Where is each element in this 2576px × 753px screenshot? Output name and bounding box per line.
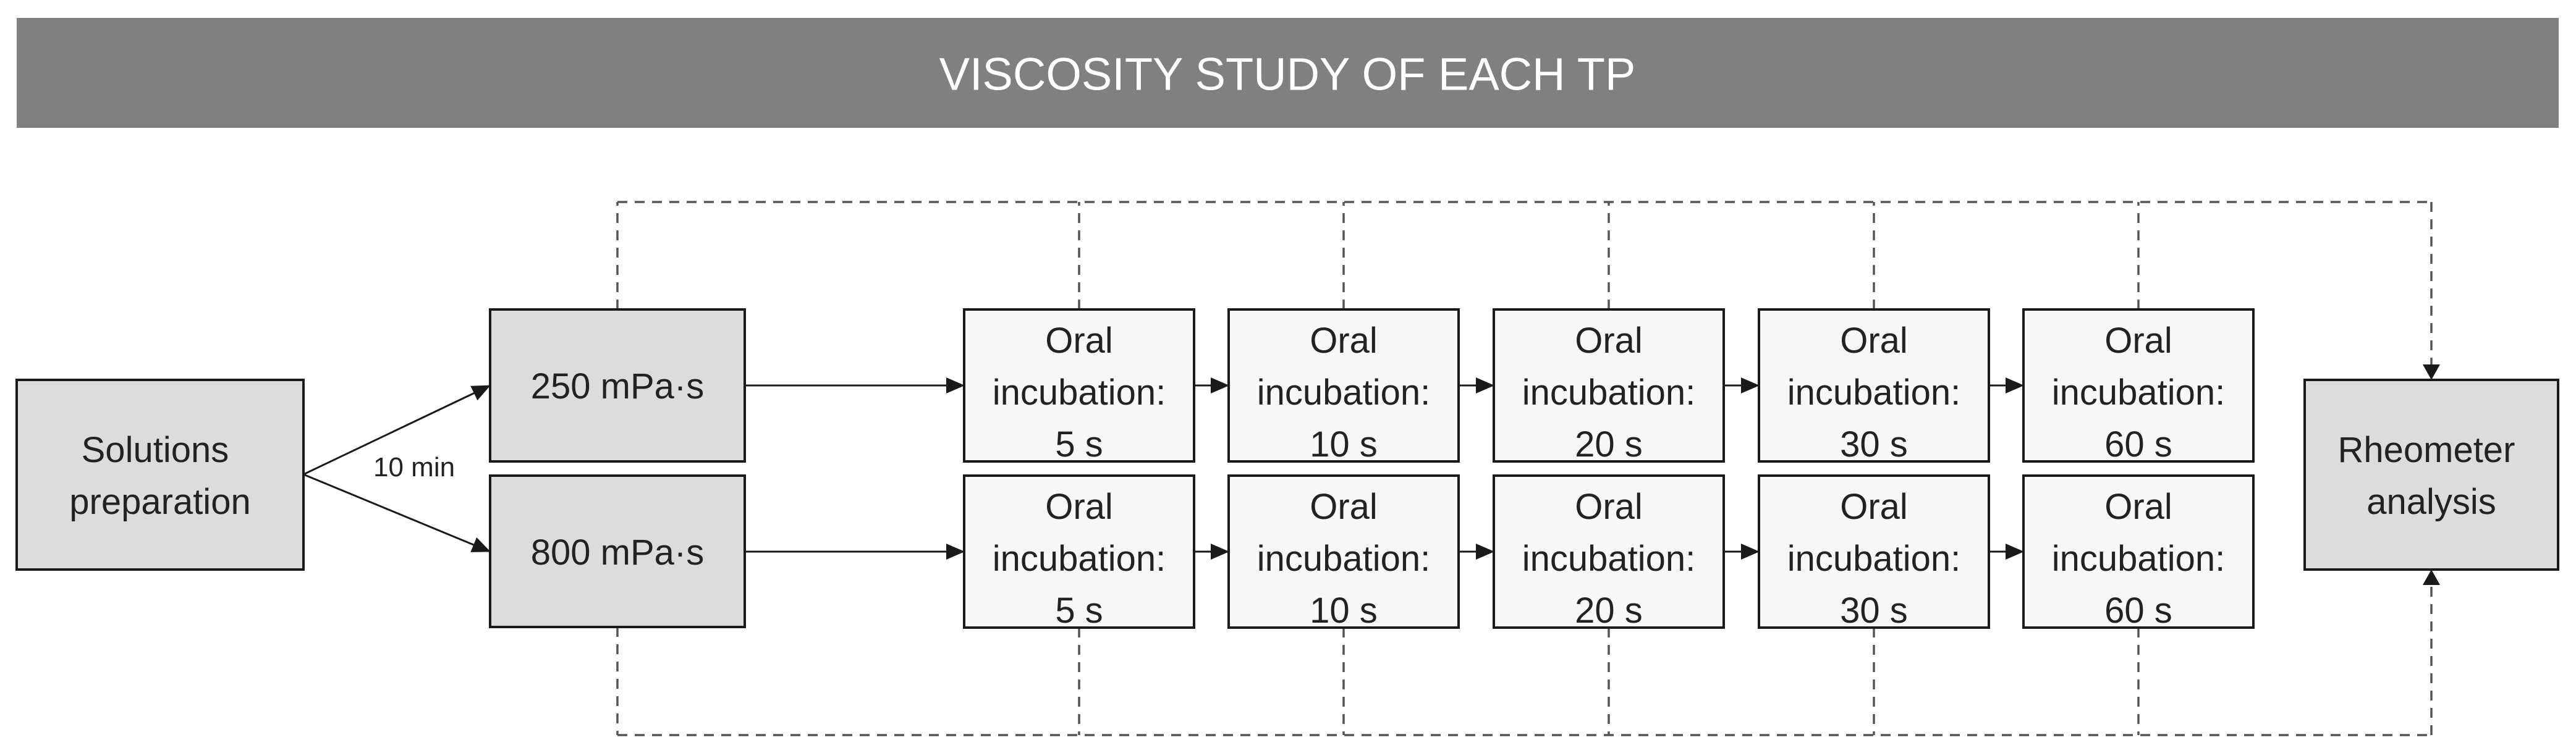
incubation-label-line: Oral: [1840, 487, 1908, 527]
incubation-label-line: incubation:: [1787, 539, 1961, 579]
incubation-time-label: 10 s: [1310, 424, 1378, 465]
viscosity-800-label: 800 mPa·s: [531, 532, 704, 573]
incubation-box-row2-20s: Oral incubation: 20 s: [1493, 474, 1725, 631]
incubation-rect: [1227, 308, 1460, 463]
incubation-rect: [1227, 474, 1460, 629]
incubation-label-line: Oral: [1310, 487, 1378, 527]
incubation-label-line: Oral: [1575, 487, 1643, 527]
incubation-box-row2-10s: Oral incubation: 10 s: [1227, 474, 1460, 631]
incubation-label-line: incubation:: [1257, 539, 1431, 579]
incubation-rect: [2022, 474, 2255, 629]
svg-text:Rheometer analysis: Rheometer analysis: [2337, 430, 2525, 522]
incubation-box-row1-60s: Oral incubation: 60 s: [2022, 308, 2255, 465]
arrow-prep-to-800: [303, 473, 491, 553]
node-viscosity-250: 250 mPa·s: [489, 308, 746, 463]
rheometer-analysis-line-1: Rheometer: [2337, 430, 2515, 470]
solutions-preparation-box: [15, 379, 305, 571]
arrow-prep-to-250: [303, 384, 491, 476]
incubation-rect: [1758, 474, 1990, 629]
incubation-rect: [2022, 308, 2255, 463]
incubation-label-line: incubation:: [993, 372, 1166, 413]
incubation-box-row1-30s: Oral incubation: 30 s: [1758, 308, 1990, 465]
incubation-label-line: Oral: [1045, 487, 1113, 527]
flow-arrows: [303, 377, 2024, 560]
incubation-label-line: incubation:: [1522, 539, 1696, 579]
incubation-box-row2-60s: Oral incubation: 60 s: [2022, 474, 2255, 631]
incubation-label-line: incubation:: [1257, 372, 1431, 413]
edge-label-10-min: 10 min: [373, 452, 455, 482]
incubation-box-row2-5s: Oral incubation: 5 s: [963, 474, 1195, 631]
arrowhead-rheometer-bottom: [2423, 570, 2440, 585]
viscosity-250-box: [489, 308, 746, 463]
rheometer-analysis-line-2: analysis: [2366, 482, 2496, 522]
incubation-box-row2-30s: Oral incubation: 30 s: [1758, 474, 1990, 631]
incubation-time-label: 60 s: [2104, 591, 2172, 631]
incubation-label-line: Oral: [1840, 321, 1908, 361]
title-text: VISCOSITY STUDY OF EACH TP: [939, 49, 1636, 100]
incubation-box-row1-10s: Oral incubation: 10 s: [1227, 308, 1460, 465]
incubation-label-line: incubation:: [2052, 372, 2226, 413]
incubation-rect: [963, 474, 1195, 629]
incubation-rect: [1758, 308, 1990, 463]
viscosity-800-box: [489, 474, 746, 628]
viscosity-250-label: 250 mPa·s: [531, 366, 704, 406]
incubation-label-line: incubation:: [1522, 372, 1696, 413]
incubation-box-row1-20s: Oral incubation: 20 s: [1493, 308, 1725, 465]
incubation-rect: [963, 308, 1195, 463]
incubation-label-line: incubation:: [993, 539, 1166, 579]
solutions-preparation-line-1: Solutions: [82, 430, 229, 470]
incubation-rect: [1493, 474, 1725, 629]
incubation-label-line: Oral: [1575, 321, 1643, 361]
incubation-label-line: incubation:: [2052, 539, 2226, 579]
arrowhead-rheometer-top: [2423, 364, 2440, 380]
dashed-connectors: [616, 201, 2433, 736]
incubation-time-label: 5 s: [1055, 424, 1103, 465]
incubation-time-label: 30 s: [1840, 591, 1908, 631]
incubation-label-line: Oral: [2104, 487, 2172, 527]
incubation-time-label: 30 s: [1840, 424, 1908, 465]
incubation-label-line: Oral: [2104, 321, 2172, 361]
svg-text:Solutions preparation: Solutions preparation: [69, 430, 250, 522]
incubation-time-label: 10 s: [1310, 591, 1378, 631]
incubation-label-line: incubation:: [1787, 372, 1961, 413]
node-solutions-preparation: Solutions preparation: [15, 379, 305, 571]
incubation-label-line: Oral: [1045, 321, 1113, 361]
node-viscosity-800: 800 mPa·s: [489, 474, 746, 628]
incubation-box-row1-5s: Oral incubation: 5 s: [963, 308, 1195, 465]
rheometer-analysis-box: [2303, 379, 2559, 571]
solutions-preparation-line-2: preparation: [69, 482, 250, 522]
incubation-label-line: Oral: [1310, 321, 1378, 361]
incubation-time-label: 20 s: [1575, 424, 1643, 465]
incubation-time-label: 5 s: [1055, 591, 1103, 631]
incubation-time-label: 60 s: [2104, 424, 2172, 465]
title-banner: [17, 18, 2559, 128]
incubation-time-label: 20 s: [1575, 591, 1643, 631]
node-rheometer-analysis: Rheometer analysis: [2303, 379, 2559, 571]
incubation-rect: [1493, 308, 1725, 463]
